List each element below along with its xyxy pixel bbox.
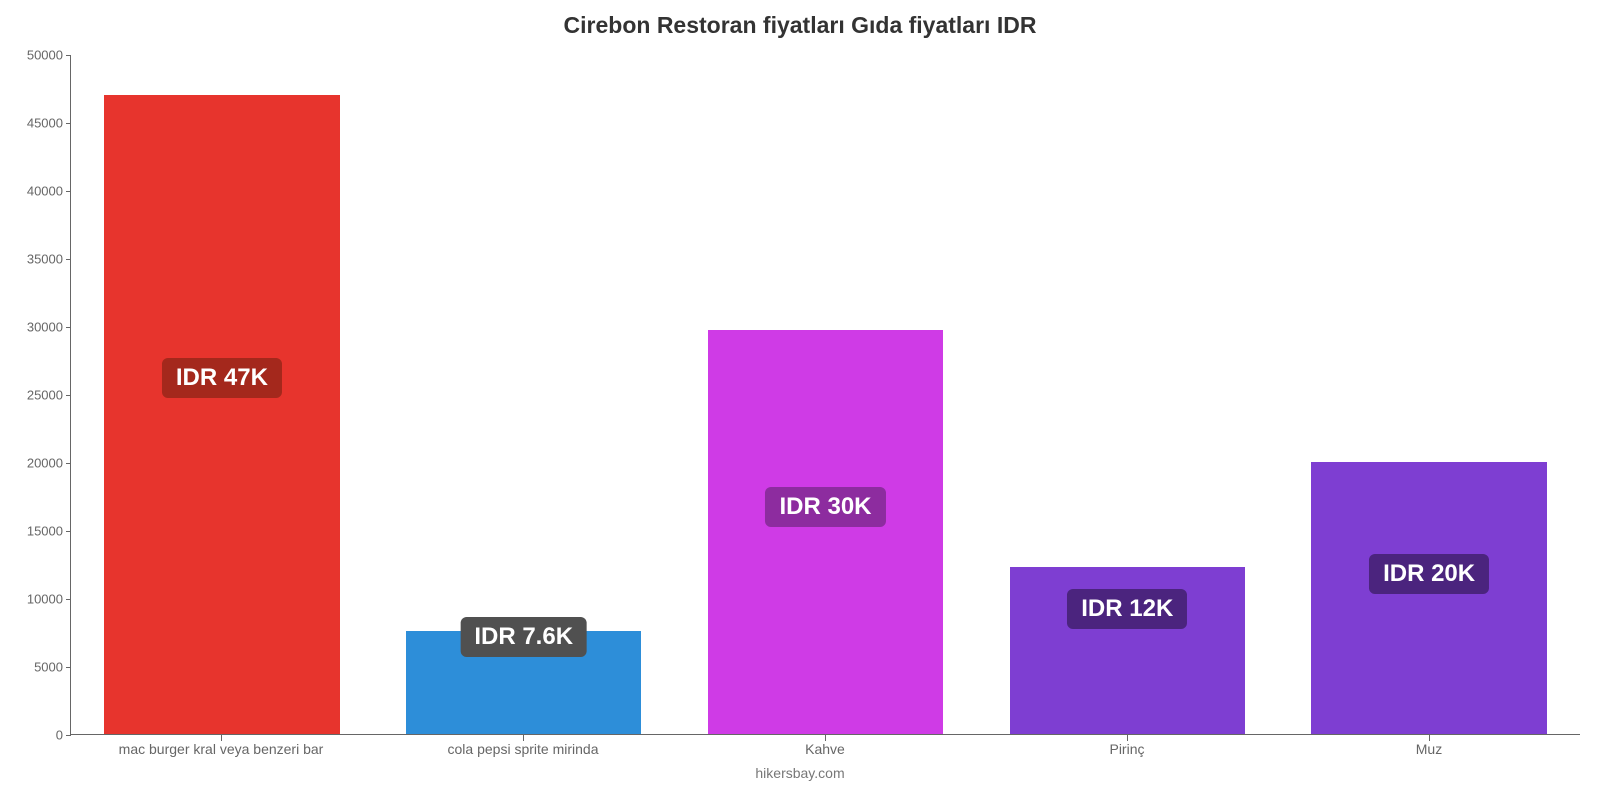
y-tick-label: 25000 — [27, 388, 71, 403]
bars-row: IDR 47K IDR 7.6K IDR 30K IDR 12K IDR 20K — [71, 55, 1580, 734]
y-tick-label: 20000 — [27, 456, 71, 471]
bar-value-badge: IDR 12K — [1067, 589, 1187, 629]
y-tick-label: 35000 — [27, 252, 71, 267]
bar-slot: IDR 20K — [1278, 55, 1580, 734]
bar-slot: IDR 30K — [675, 55, 977, 734]
bar-slot: IDR 12K — [976, 55, 1278, 734]
x-tick-mark — [1429, 735, 1430, 741]
y-tick-label: 10000 — [27, 592, 71, 607]
x-tick-mark — [825, 735, 826, 741]
x-tick-mark — [523, 735, 524, 741]
bar: IDR 20K — [1311, 462, 1546, 734]
y-tick-label: 45000 — [27, 116, 71, 131]
x-tick-mark — [1127, 735, 1128, 741]
bar: IDR 47K — [104, 95, 339, 734]
bar-slot: IDR 7.6K — [373, 55, 675, 734]
bar: IDR 30K — [708, 330, 943, 734]
bar-value-badge: IDR 20K — [1369, 554, 1489, 594]
bar-slot: IDR 47K — [71, 55, 373, 734]
y-tick-label: 40000 — [27, 184, 71, 199]
bar-value-badge: IDR 47K — [162, 358, 282, 398]
chart-container: Cirebon Restoran fiyatları Gıda fiyatlar… — [0, 0, 1600, 800]
bar-value-badge: IDR 7.6K — [460, 617, 587, 657]
y-tick-label: 30000 — [27, 320, 71, 335]
plot-area: 0500010000150002000025000300003500040000… — [70, 55, 1580, 735]
source-attribution: hikersbay.com — [0, 765, 1600, 781]
x-tick-mark — [221, 735, 222, 741]
bar: IDR 7.6K — [406, 631, 641, 734]
y-tick-label: 50000 — [27, 48, 71, 63]
y-tick-label: 15000 — [27, 524, 71, 539]
bar: IDR 12K — [1010, 567, 1245, 734]
chart-title: Cirebon Restoran fiyatları Gıda fiyatlar… — [0, 0, 1600, 39]
bar-value-badge: IDR 30K — [765, 487, 885, 527]
x-axis-labels: mac burger kral veya benzeri barcola pep… — [70, 735, 1580, 757]
